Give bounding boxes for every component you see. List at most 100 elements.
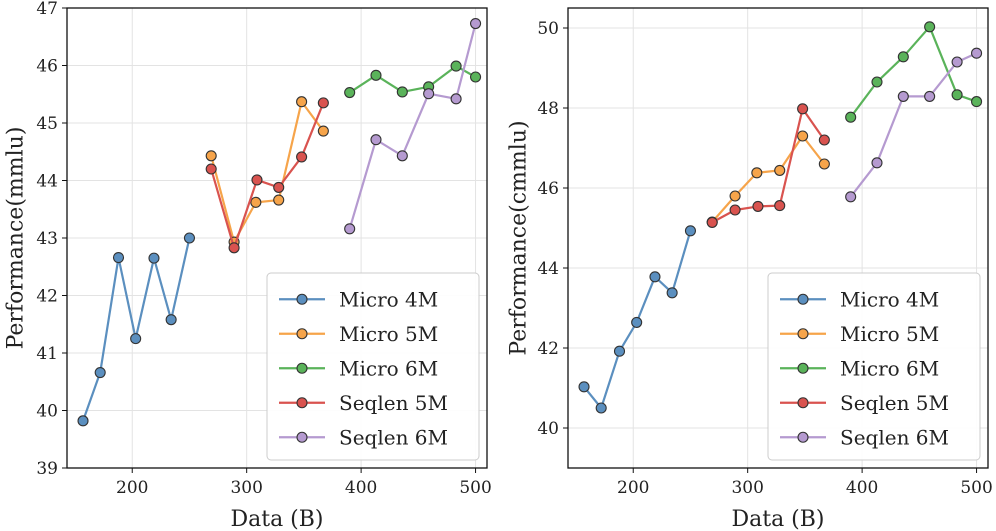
data-point <box>205 163 217 175</box>
data-point <box>317 125 329 137</box>
data-point <box>729 204 741 216</box>
legend-marker <box>797 431 809 443</box>
data-point <box>971 96 983 108</box>
legend-marker <box>296 328 308 340</box>
data-point <box>924 21 936 33</box>
legend-label: Micro 5M <box>339 322 438 346</box>
series-line <box>849 52 978 198</box>
legend-label: Seqlen 6M <box>339 425 448 449</box>
legend-label: Micro 6M <box>840 356 939 380</box>
data-point <box>296 96 308 108</box>
x-tick-label: 400 <box>345 478 377 498</box>
series-line <box>849 25 977 118</box>
data-point <box>595 402 607 414</box>
data-point <box>273 181 285 193</box>
data-point <box>296 151 308 163</box>
legend-marker <box>797 362 809 374</box>
y-tick-label: 46 <box>36 57 58 77</box>
data-point <box>951 56 963 68</box>
data-point <box>845 111 857 123</box>
y-tick-label: 42 <box>537 339 559 359</box>
x-tick-label: 200 <box>116 478 148 498</box>
data-point <box>423 88 435 100</box>
y-tick-label: 45 <box>36 114 58 134</box>
series-micro-4m <box>77 232 196 427</box>
data-point <box>396 86 408 98</box>
series-line <box>81 237 191 422</box>
series-micro-5m <box>205 96 329 248</box>
series-line <box>711 107 826 224</box>
data-point <box>797 103 809 115</box>
y-tick-label: 44 <box>36 172 58 192</box>
data-point <box>649 271 661 283</box>
data-point <box>370 134 382 146</box>
data-point <box>924 90 936 102</box>
y-tick-label: 40 <box>36 402 58 422</box>
data-point <box>818 134 830 146</box>
series-seqlen-5m <box>706 103 830 228</box>
legend-item: Micro 5M <box>780 322 939 346</box>
data-point <box>897 90 909 102</box>
series-micro-5m <box>706 130 830 228</box>
data-point <box>228 242 240 254</box>
series-line <box>711 134 826 223</box>
legend-marker <box>296 431 308 443</box>
y-tick-label: 39 <box>36 459 58 479</box>
data-point <box>370 69 382 81</box>
data-point <box>797 130 809 142</box>
x-tick-label: 500 <box>960 478 992 498</box>
legend-item: Micro 6M <box>780 356 939 380</box>
data-point <box>729 190 741 202</box>
legend-label: Micro 4M <box>840 287 939 311</box>
legend-box <box>266 272 480 461</box>
legend-item: Micro 4M <box>279 287 438 311</box>
y-tick-label: 47 <box>36 0 58 19</box>
x-tick-label: 400 <box>846 478 878 498</box>
series-line <box>210 102 325 249</box>
x-axis-label: Data (B) <box>731 507 824 531</box>
y-axis-label: Performance(cmmlu) <box>507 120 532 355</box>
data-point <box>752 200 764 212</box>
chart-panel-2: 200 300 400 500 40 42 44 46 48 50 Data (B) Performa… <box>507 7 993 531</box>
data-point <box>897 51 909 63</box>
legend-marker <box>296 397 308 409</box>
legend-item: Micro 6M <box>279 356 438 380</box>
data-point <box>77 415 89 427</box>
legend-item: Seqlen 6M <box>279 425 448 449</box>
y-tick-label: 41 <box>36 344 58 364</box>
data-point <box>165 314 177 326</box>
y-tick-label: 46 <box>537 179 559 199</box>
y-tick-label: 48 <box>537 99 559 119</box>
data-point <box>578 381 590 393</box>
chart-panel-1: 200 300 400 500 39 40 41 42 43 44 45 46 47 Data (B) Pe… <box>4 0 492 531</box>
legend-marker <box>797 397 809 409</box>
data-point <box>774 164 786 176</box>
legend-marker <box>296 293 308 305</box>
data-point <box>250 196 262 208</box>
data-point <box>344 223 356 235</box>
legend-marker <box>797 293 809 305</box>
x-tick-label: 300 <box>731 478 763 498</box>
data-point <box>774 200 786 212</box>
legend-item: Seqlen 5M <box>780 391 949 415</box>
x-tick-label: 500 <box>459 478 491 498</box>
legend-marker <box>296 362 308 374</box>
data-point <box>845 191 857 203</box>
series-micro-4m <box>578 225 697 414</box>
data-point <box>470 17 482 30</box>
legend-label: Micro 4M <box>339 287 438 311</box>
data-point <box>251 174 263 186</box>
y-tick-label: 44 <box>537 259 559 279</box>
series-seqlen-5m <box>205 97 329 254</box>
data-point <box>871 76 883 88</box>
y-tick-label: 40 <box>537 419 559 439</box>
legend-label: Seqlen 5M <box>339 391 448 415</box>
legend-box <box>767 272 981 461</box>
legend-label: Seqlen 6M <box>840 425 949 449</box>
y-tick-label: 42 <box>36 287 58 307</box>
data-point <box>613 345 626 357</box>
legend-marker <box>797 328 809 340</box>
legend: Micro 4M Micro 5M Micro 6M Seqlen 5M Seqlen … <box>266 272 480 461</box>
series-micro-6m <box>845 21 983 123</box>
